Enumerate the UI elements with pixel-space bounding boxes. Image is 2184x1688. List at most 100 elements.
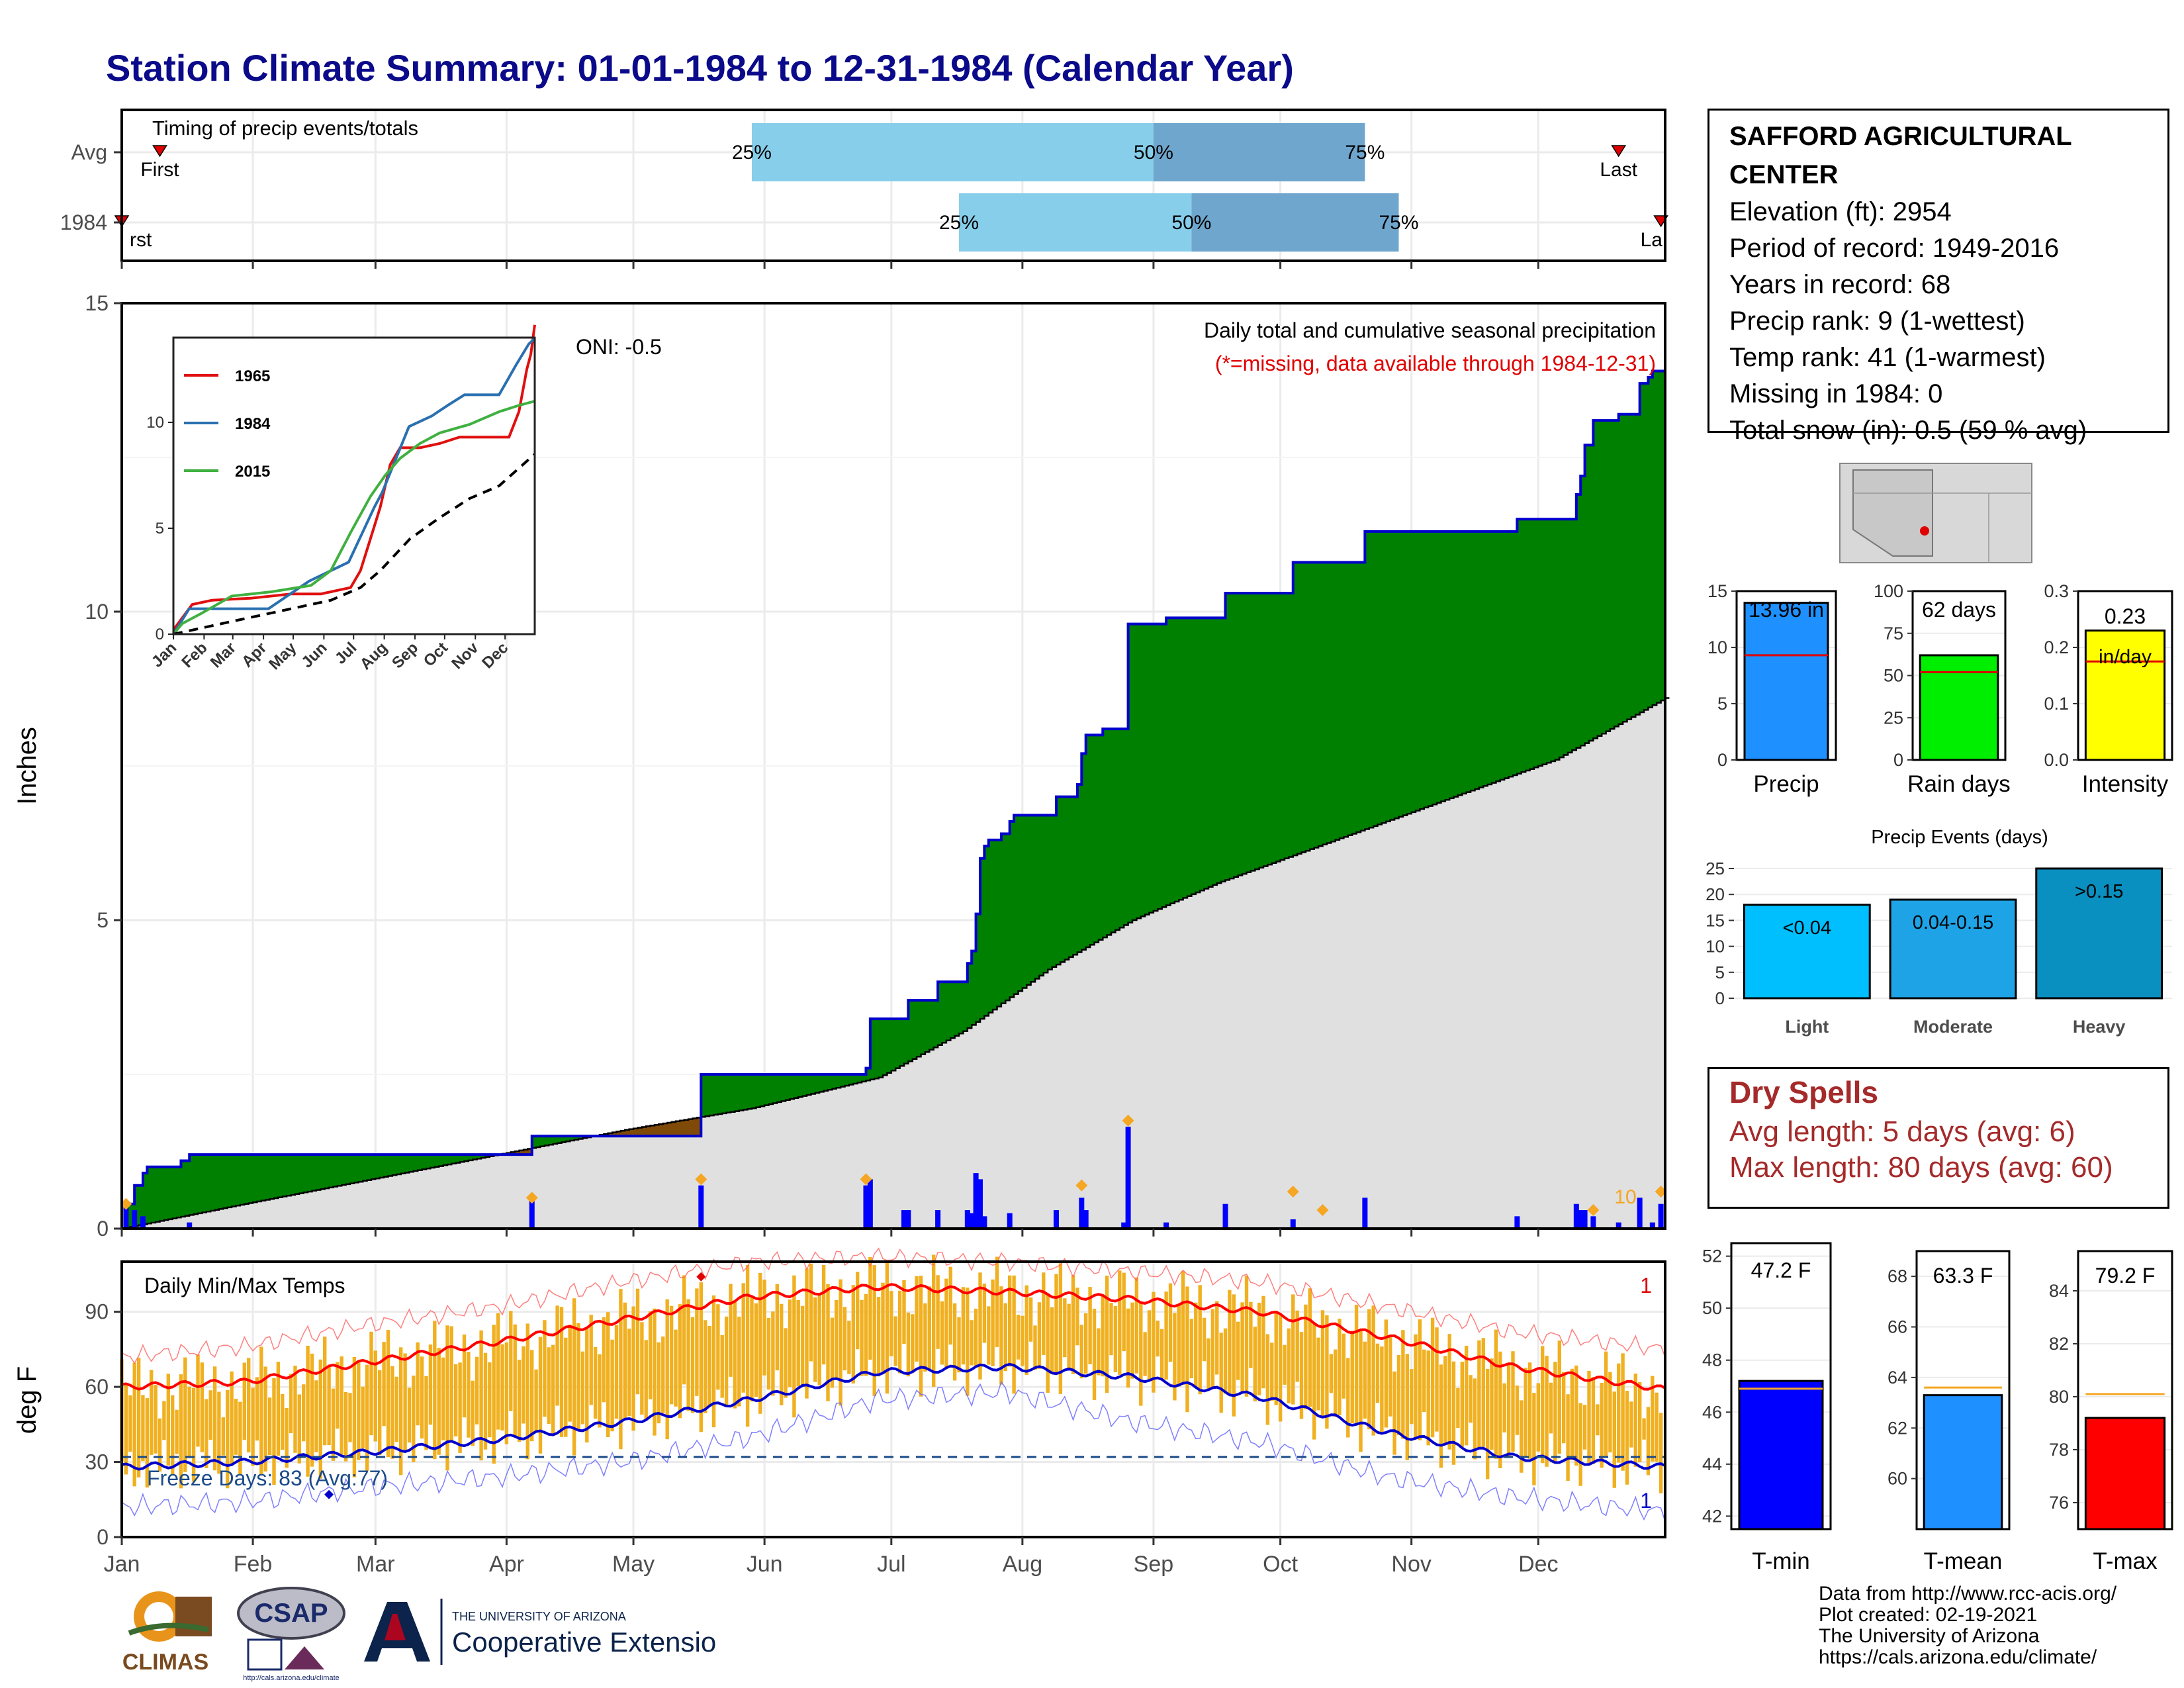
precip-events-ytick-label: 25 xyxy=(1706,859,1725,878)
dry-spells-avg: Avg length: 5 days (avg: 6) xyxy=(1729,1115,2075,1148)
station-name: SAFFORD AGRICULTURAL CENTER xyxy=(1729,122,2071,189)
bars_raindays-value-label: 62 days xyxy=(1922,598,1996,622)
bars_tmean-value-label: 63.3 F xyxy=(1933,1264,1993,1288)
precip-events-ytick-label: 15 xyxy=(1706,910,1725,930)
month-label: May xyxy=(612,1552,655,1577)
precip-events-ytick-label: 0 xyxy=(1715,988,1725,1008)
inset-series-line-2015 xyxy=(172,400,535,635)
timing-label-q50: 50% xyxy=(1134,142,1173,164)
timing-label-q75: 75% xyxy=(1345,142,1385,164)
bars_tmax-ytick-label: 84 xyxy=(2049,1281,2069,1301)
precip-events-category: Moderate xyxy=(1913,1017,1993,1037)
inset-ytick-label: 5 xyxy=(156,520,164,538)
ua-logo-big-text: Cooperative Extension xyxy=(452,1626,718,1658)
bars_intensity-ytick-label: 0.3 xyxy=(2044,581,2069,601)
station-line-years: Years in record: 68 xyxy=(1729,270,1951,299)
daily-precip-bar xyxy=(969,1213,975,1229)
daily-precip-bar xyxy=(977,1179,983,1229)
daily-precip-bar xyxy=(132,1210,138,1229)
daily-precip-bar xyxy=(981,1216,987,1229)
bars_tmean-ytick-label: 62 xyxy=(1888,1418,1907,1438)
bars_intensity-value-unit: in/day xyxy=(2099,646,2152,668)
daily-precip-bar xyxy=(964,1210,970,1229)
bars_intensity-value-label: 0.23 xyxy=(2105,604,2146,628)
month-label: Mar xyxy=(356,1552,395,1577)
last-event-label: La xyxy=(1641,229,1663,251)
avg-tmax-line xyxy=(121,1283,1666,1391)
bars_intensity-ytick-label: 0.1 xyxy=(2044,694,2069,714)
month-label: Dec xyxy=(1518,1552,1558,1577)
precip-events-ytick-label: 5 xyxy=(1715,962,1725,982)
climas-logo-text: CLIMAS xyxy=(122,1650,208,1675)
bars_tmax-ytick-label: 80 xyxy=(2049,1387,2069,1407)
oni-label: ONI: -0.5 xyxy=(576,335,662,359)
bars_intensity-xlabel: Intensity xyxy=(2082,771,2169,797)
dry-spells-max: Max length: 80 days (avg: 60) xyxy=(1729,1151,2113,1184)
bars_raindays-xlabel: Rain days xyxy=(1907,771,2011,797)
precip-events-bar-label: >0.15 xyxy=(2075,881,2123,902)
daily-precip-bar xyxy=(1125,1127,1131,1229)
bars_tmean-ytick-label: 66 xyxy=(1888,1317,1907,1337)
bars_tmin-ytick-label: 42 xyxy=(1702,1506,1722,1526)
bars_intensity-border xyxy=(2077,590,2173,761)
daily-precip-bar xyxy=(1573,1203,1579,1229)
timing-bar-q50-q75 xyxy=(1191,193,1399,252)
credit-line-url: https://cals.arizona.edu/climate/ xyxy=(1819,1646,2097,1668)
bars_tmin-value-label: 47.2 F xyxy=(1751,1258,1811,1282)
daily-precip-bar xyxy=(140,1216,146,1229)
timing-label-q50: 50% xyxy=(1171,212,1211,234)
inset-series-line-1984 xyxy=(172,337,536,635)
station-line-missing: Missing in 1984: 0 xyxy=(1729,379,1943,408)
bars_tmin-ytick-label: 50 xyxy=(1702,1298,1722,1318)
temp-ytick-label: 90 xyxy=(85,1300,109,1324)
daily-precip-bar xyxy=(905,1210,911,1229)
bars_tmean-ytick-label: 64 xyxy=(1888,1368,1907,1387)
inset-series-line-1965 xyxy=(172,324,536,631)
cumulative-ytick-label: 0 xyxy=(97,1217,109,1241)
data-credits: Data from http://www.rcc-acis.org/ Plot … xyxy=(1819,1583,2116,1668)
cumulative-ytick-label: 5 xyxy=(97,908,109,932)
month-label: Nov xyxy=(1391,1552,1431,1577)
extreme-event-marker xyxy=(1075,1179,1088,1192)
month-label: Aug xyxy=(1003,1552,1043,1577)
avg-tmin-line xyxy=(121,1362,1666,1471)
bars_tmin-xlabel: T-min xyxy=(1752,1548,1810,1574)
daily-precip-bar xyxy=(863,1185,869,1229)
bars_intensity-ytick-label: 0.0 xyxy=(2044,750,2069,770)
station-info-box: SAFFORD AGRICULTURAL CENTER Elevation (f… xyxy=(1707,109,2169,445)
timing-bar-q50-q75 xyxy=(1153,123,1365,181)
inset-legend-label-1965: 1965 xyxy=(235,367,270,385)
record-high-marker xyxy=(696,1272,706,1282)
bars_tmin-ytick-label: 46 xyxy=(1702,1402,1722,1422)
bars_tmean-ytick-label: 68 xyxy=(1888,1266,1907,1286)
month-label: Jan xyxy=(104,1552,140,1577)
bars_precip-value-bar xyxy=(1743,602,1829,761)
bars_precip-ytick-label: 15 xyxy=(1707,581,1727,601)
daily-precip-bar xyxy=(1649,1222,1655,1229)
first-event-marker xyxy=(152,145,167,158)
bars_tmean-value-bar xyxy=(1923,1394,2003,1530)
daily-precip-bar xyxy=(1578,1210,1584,1229)
timing-bar-q25-q50 xyxy=(959,193,1192,252)
avg-cumulative-line xyxy=(122,697,1670,1230)
dry-spells-title: Dry Spells xyxy=(1729,1075,1878,1109)
first-event-label: First xyxy=(140,159,179,181)
csap-logo-text: CSAP xyxy=(254,1599,328,1628)
extreme-event-marker xyxy=(525,1192,538,1204)
precip-events-category: Heavy xyxy=(2073,1017,2126,1037)
cumulative-panel-border xyxy=(120,302,1666,1230)
bars_precip-xlabel: Precip xyxy=(1753,771,1819,797)
precip-events-bar-heavy xyxy=(2035,867,2163,1000)
extreme-count-label: 10 xyxy=(1614,1186,1636,1208)
cumulative-ylabel: Inches xyxy=(13,727,42,805)
station-line-period: Period of record: 1949-2016 xyxy=(1729,234,2060,263)
record-low-count: 1 xyxy=(1640,1489,1652,1513)
month-label: Apr xyxy=(489,1552,524,1577)
ua-logo-small-text: THE UNIVERSITY OF ARIZONA xyxy=(452,1610,626,1623)
timing-bar-q25-q50 xyxy=(751,123,1154,181)
bars_precip-ytick-label: 10 xyxy=(1707,637,1727,657)
daily-precip-bar xyxy=(1637,1197,1643,1229)
bars_tmin-border xyxy=(1730,1242,1832,1530)
daily-precip-bar xyxy=(1615,1222,1621,1229)
bars_raindays-ytick-label: 75 xyxy=(1884,624,1903,643)
